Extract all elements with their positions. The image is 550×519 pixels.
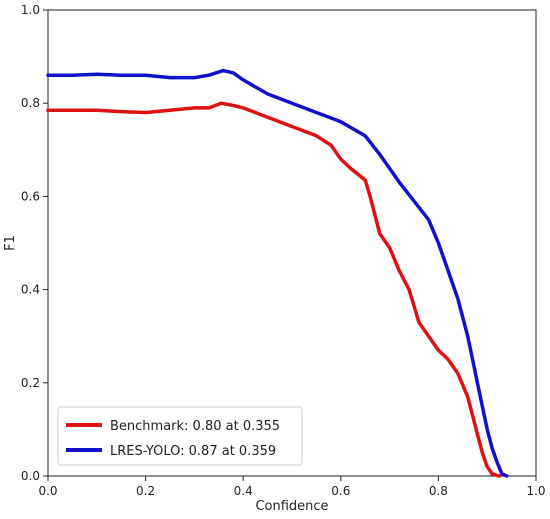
x-tick-label: 0.0	[38, 484, 57, 498]
x-axis-ticks: 0.0 0.2 0.4 0.6 0.8 1.0	[38, 476, 546, 498]
plot-frame	[47, 9, 537, 477]
series-line-0	[46, 101, 502, 478]
series-lines	[46, 68, 509, 478]
y-axis-label: F1	[3, 235, 18, 251]
legend-label-lres-yolo: LRES-YOLO: 0.87 at 0.359	[110, 444, 276, 459]
x-tick-label: 1.0	[526, 484, 545, 498]
y-tick-label: 0.8	[21, 96, 40, 110]
y-tick-label: 0.0	[21, 469, 40, 483]
y-tick-label: 1.0	[21, 3, 40, 17]
legend: Benchmark: 0.80 at 0.355 LRES-YOLO: 0.87…	[57, 406, 303, 466]
y-tick-label: 0.2	[21, 376, 40, 390]
y-tick-label: 0.6	[21, 189, 40, 203]
legend-box	[57, 406, 303, 466]
x-tick-label: 0.6	[331, 484, 350, 498]
x-tick-label: 0.8	[429, 484, 448, 498]
x-axis-label: Confidence	[255, 499, 328, 514]
y-axis-ticks: 0.0 0.2 0.4 0.6 0.8 1.0	[21, 3, 48, 483]
legend-label-benchmark: Benchmark: 0.80 at 0.355	[110, 419, 280, 434]
y-tick-label: 0.4	[21, 283, 40, 297]
series-line-1	[46, 68, 509, 478]
x-tick-label: 0.4	[234, 484, 253, 498]
x-tick-label: 0.2	[136, 484, 155, 498]
